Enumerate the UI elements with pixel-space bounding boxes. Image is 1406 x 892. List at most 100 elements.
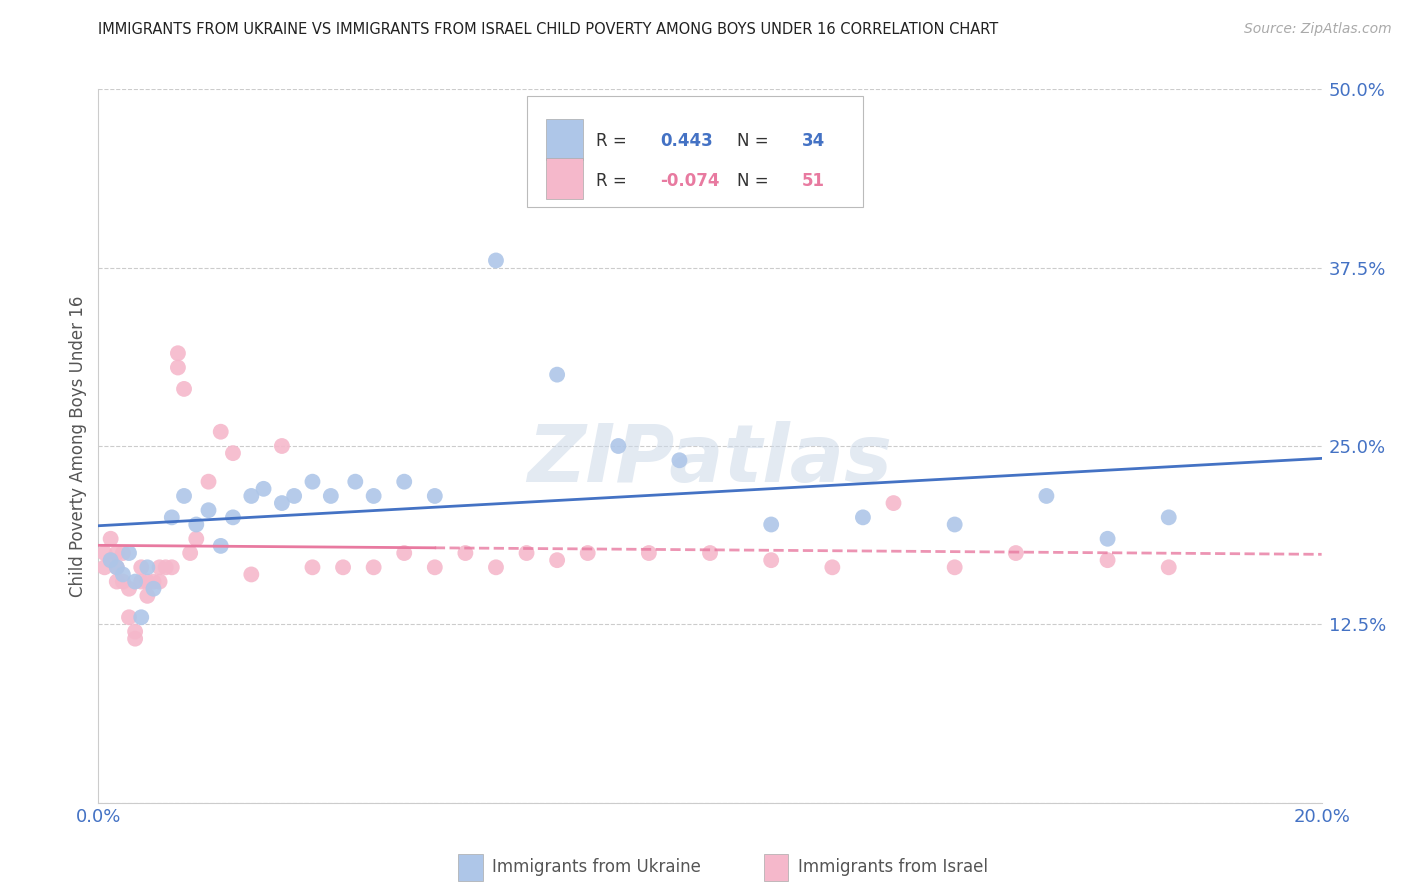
Point <box>821 560 844 574</box>
Point <box>100 532 122 546</box>
Point <box>852 510 875 524</box>
Point <box>111 546 134 560</box>
Point <box>136 589 159 603</box>
Point <box>149 560 172 574</box>
FancyBboxPatch shape <box>458 855 482 880</box>
Point <box>883 496 905 510</box>
Point <box>301 560 323 574</box>
Point <box>118 610 141 624</box>
Point <box>186 532 208 546</box>
Point <box>197 475 219 489</box>
Point <box>668 453 690 467</box>
Point <box>363 560 385 574</box>
Point <box>1035 489 1057 503</box>
Point <box>363 489 385 503</box>
Point <box>485 253 508 268</box>
FancyBboxPatch shape <box>546 120 583 160</box>
Point <box>516 546 538 560</box>
Point <box>124 624 146 639</box>
Point <box>186 517 208 532</box>
Point <box>423 489 446 503</box>
Point <box>546 368 568 382</box>
Point <box>759 553 782 567</box>
Point <box>136 574 159 589</box>
Point <box>111 574 134 589</box>
Point <box>129 574 152 589</box>
FancyBboxPatch shape <box>526 96 863 207</box>
Point <box>270 496 292 510</box>
Point <box>392 475 416 489</box>
Point <box>1097 532 1119 546</box>
Point <box>118 546 141 560</box>
FancyBboxPatch shape <box>546 159 583 199</box>
Point <box>100 553 122 567</box>
Point <box>240 489 263 503</box>
Point <box>105 546 128 560</box>
Point <box>142 574 165 589</box>
Point <box>222 446 245 460</box>
Point <box>252 482 274 496</box>
Point <box>100 553 122 567</box>
Point <box>576 546 599 560</box>
Point <box>1157 560 1180 574</box>
Point <box>209 425 232 439</box>
Point <box>699 546 721 560</box>
Point <box>344 475 367 489</box>
Point <box>1004 546 1026 560</box>
Point <box>93 546 115 560</box>
Point <box>1157 510 1180 524</box>
Point <box>179 546 201 560</box>
Point <box>1097 553 1119 567</box>
Text: Immigrants from Israel: Immigrants from Israel <box>799 858 988 876</box>
Point <box>392 546 416 560</box>
Point <box>240 567 263 582</box>
Point <box>124 574 146 589</box>
Point <box>222 510 245 524</box>
Text: 51: 51 <box>801 171 825 190</box>
Point <box>118 582 141 596</box>
Point <box>943 517 966 532</box>
Point <box>637 546 661 560</box>
Point <box>160 510 183 524</box>
Text: N =: N = <box>737 171 773 190</box>
Point <box>270 439 292 453</box>
Text: 0.443: 0.443 <box>659 132 713 150</box>
Text: ZIPatlas: ZIPatlas <box>527 421 893 500</box>
Point <box>197 503 219 517</box>
FancyBboxPatch shape <box>763 855 789 880</box>
Point <box>454 546 477 560</box>
Text: 34: 34 <box>801 132 825 150</box>
Point <box>167 360 190 375</box>
Point <box>319 489 342 503</box>
Text: IMMIGRANTS FROM UKRAINE VS IMMIGRANTS FROM ISRAEL CHILD POVERTY AMONG BOYS UNDER: IMMIGRANTS FROM UKRAINE VS IMMIGRANTS FR… <box>98 22 998 37</box>
Text: Source: ZipAtlas.com: Source: ZipAtlas.com <box>1244 22 1392 37</box>
Point <box>607 439 630 453</box>
Point <box>124 632 146 646</box>
Point <box>209 539 232 553</box>
Text: -0.074: -0.074 <box>659 171 720 190</box>
Point <box>93 560 115 574</box>
Point <box>149 574 172 589</box>
Point <box>423 560 446 574</box>
Point <box>129 610 152 624</box>
Y-axis label: Child Poverty Among Boys Under 16: Child Poverty Among Boys Under 16 <box>69 295 87 597</box>
Point <box>142 582 165 596</box>
Point <box>105 560 128 574</box>
Text: R =: R = <box>596 171 633 190</box>
Point <box>160 560 183 574</box>
Point <box>167 346 190 360</box>
Point <box>105 560 128 574</box>
Point <box>546 553 568 567</box>
Point <box>129 560 152 574</box>
Text: N =: N = <box>737 132 773 150</box>
Point <box>485 560 508 574</box>
Point <box>759 517 782 532</box>
Point <box>173 489 195 503</box>
Point <box>301 475 323 489</box>
Point <box>105 574 128 589</box>
Point <box>155 560 177 574</box>
Text: Immigrants from Ukraine: Immigrants from Ukraine <box>492 858 702 876</box>
Text: R =: R = <box>596 132 633 150</box>
Point <box>136 560 159 574</box>
Point <box>332 560 354 574</box>
